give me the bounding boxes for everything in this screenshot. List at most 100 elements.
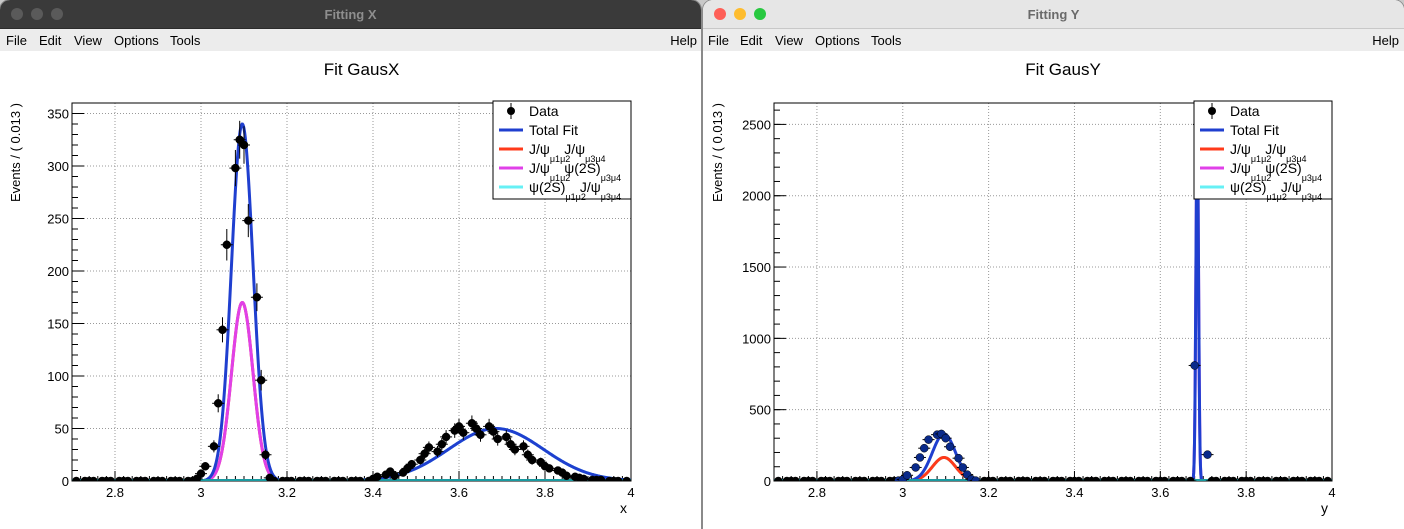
y-tick-label: 300 [47, 159, 69, 174]
fit-curve-j-2s- [72, 301, 631, 481]
menu-view[interactable]: View [74, 33, 102, 48]
data-point [1040, 476, 1049, 481]
data-point [1143, 476, 1152, 481]
data-point [502, 432, 511, 442]
menu-options-label: Options [114, 33, 159, 48]
plot-area [774, 117, 1332, 481]
chart-fit-gausy[interactable]: Fit GausY 2.8 3 3.2 3.4 3.6 3.8 4 0 500 1000 1500 20… [703, 51, 1404, 529]
legend-label: ψ(2S) [1230, 179, 1266, 195]
zoom-window-button[interactable] [51, 8, 63, 20]
minimize-window-button[interactable] [734, 8, 746, 20]
data-point [476, 430, 485, 440]
menu-file-label: File [708, 33, 729, 48]
data-point [459, 428, 468, 437]
data-point [287, 476, 296, 481]
legend-entry: J/ψμ1μ2ψ(2S)μ3μ4 [529, 160, 621, 183]
data-point [774, 476, 783, 481]
legend-label-second: J/ψ [1281, 179, 1302, 195]
chart-fit-gausx[interactable]: Fit GausX 2.8 3 3.2 3.4 3.6 3.8 4 0 50 100 150 200 25… [0, 51, 701, 529]
legend-subscript: μ3μ4 [1302, 173, 1322, 183]
menu-help-label: Help [1372, 33, 1399, 48]
data-point [261, 450, 270, 459]
y-tick-label: 100 [47, 369, 69, 384]
zoom-window-button[interactable] [754, 8, 766, 20]
y-tick-label: 200 [47, 264, 69, 279]
data-point [791, 476, 800, 481]
legend-label: J/ψ [529, 160, 550, 176]
data-point [1108, 476, 1118, 481]
menu-help[interactable]: Help [1372, 33, 1399, 48]
minimize-window-button[interactable] [31, 8, 43, 20]
menu-tools[interactable]: Tools [871, 33, 901, 48]
y-tick-label: 50 [55, 422, 69, 437]
menu-file[interactable]: File [6, 33, 27, 48]
menu-file[interactable]: File [708, 33, 729, 48]
legend-subscript: μ3μ4 [601, 173, 621, 183]
data-point [1126, 476, 1135, 481]
legend-label-second: ψ(2S) [1265, 160, 1301, 176]
menu-edit[interactable]: Edit [740, 33, 762, 48]
fit-curve--2s-j- [72, 427, 631, 481]
window-titlebar[interactable]: Fitting X [0, 0, 701, 29]
window-title: Fitting X [324, 7, 377, 22]
data-point [218, 325, 227, 335]
x-tick-label: 4 [627, 485, 634, 500]
y-tick-label: 1000 [742, 331, 771, 346]
data-point [196, 469, 206, 478]
y-axis-label: Events / ( 0.013 ) [8, 103, 23, 202]
menu-options[interactable]: Options [815, 33, 860, 48]
legend-entry: ψ(2S)μ1μ2J/ψμ3μ4 [1230, 179, 1322, 202]
plot-canvas[interactable]: Fit GausX 2.8 3 3.2 3.4 3.6 3.8 4 0 50 100 150 200 25… [0, 51, 701, 529]
legend-subscript: μ1μ2 [1251, 173, 1271, 183]
data-point [911, 463, 920, 472]
menu-options[interactable]: Options [114, 33, 159, 48]
close-window-button[interactable] [714, 8, 726, 20]
data-point [924, 435, 933, 444]
menu-tools-label: Tools [871, 33, 902, 48]
menu-file-label: File [6, 33, 27, 48]
close-window-button[interactable] [11, 8, 23, 20]
menu-edit[interactable]: Edit [39, 33, 61, 48]
data-point [373, 472, 382, 481]
legend-entry: J/ψμ1μ2J/ψμ3μ4 [1230, 141, 1307, 164]
legend-entry: Total Fit [1230, 122, 1279, 138]
legend-label: Data [1230, 103, 1260, 119]
menu-help[interactable]: Help [670, 33, 697, 48]
data-point [416, 455, 425, 465]
data-point [269, 476, 279, 481]
data-point [433, 447, 442, 456]
legend-label: J/ψ [529, 141, 550, 157]
y-tick-label: 1500 [742, 260, 771, 275]
data-point [825, 476, 835, 481]
data-point [596, 475, 606, 481]
data-point [613, 476, 623, 481]
legend-subscript: μ1μ2 [1251, 154, 1271, 164]
data-point [89, 476, 98, 481]
x-tick-label: 3.6 [1151, 485, 1169, 500]
legend-label-second: J/ψ [580, 179, 601, 195]
x-tick-label: 3.4 [364, 485, 382, 500]
data-point [407, 459, 416, 469]
y-tick-label: 2000 [742, 189, 771, 204]
legend-subscript: μ1μ2 [1266, 192, 1286, 202]
menu-view[interactable]: View [775, 33, 803, 48]
y-tick-label: 250 [47, 212, 69, 227]
window-titlebar[interactable]: Fitting Y [703, 0, 1404, 29]
data-point [1160, 476, 1169, 481]
menu-tools[interactable]: Tools [170, 33, 200, 48]
x-tick-label: 3 [197, 485, 204, 500]
data-point [902, 471, 912, 480]
data-point [1022, 476, 1032, 481]
data-point [1297, 476, 1307, 481]
data-point [1074, 476, 1084, 481]
legend-subscript: μ3μ4 [1286, 154, 1306, 164]
x-axis-label: x [620, 500, 627, 516]
data-point [1190, 361, 1199, 370]
data-point [338, 476, 348, 481]
menu-bar: File Edit View Options Tools Help [703, 29, 1404, 52]
data-point [441, 432, 451, 442]
plot-canvas[interactable]: Fit GausY 2.8 3 3.2 3.4 3.6 3.8 4 0 500 1000 1500 20… [703, 51, 1404, 529]
data-point [1323, 476, 1332, 481]
data-point [1211, 476, 1221, 481]
data-point [239, 140, 249, 150]
